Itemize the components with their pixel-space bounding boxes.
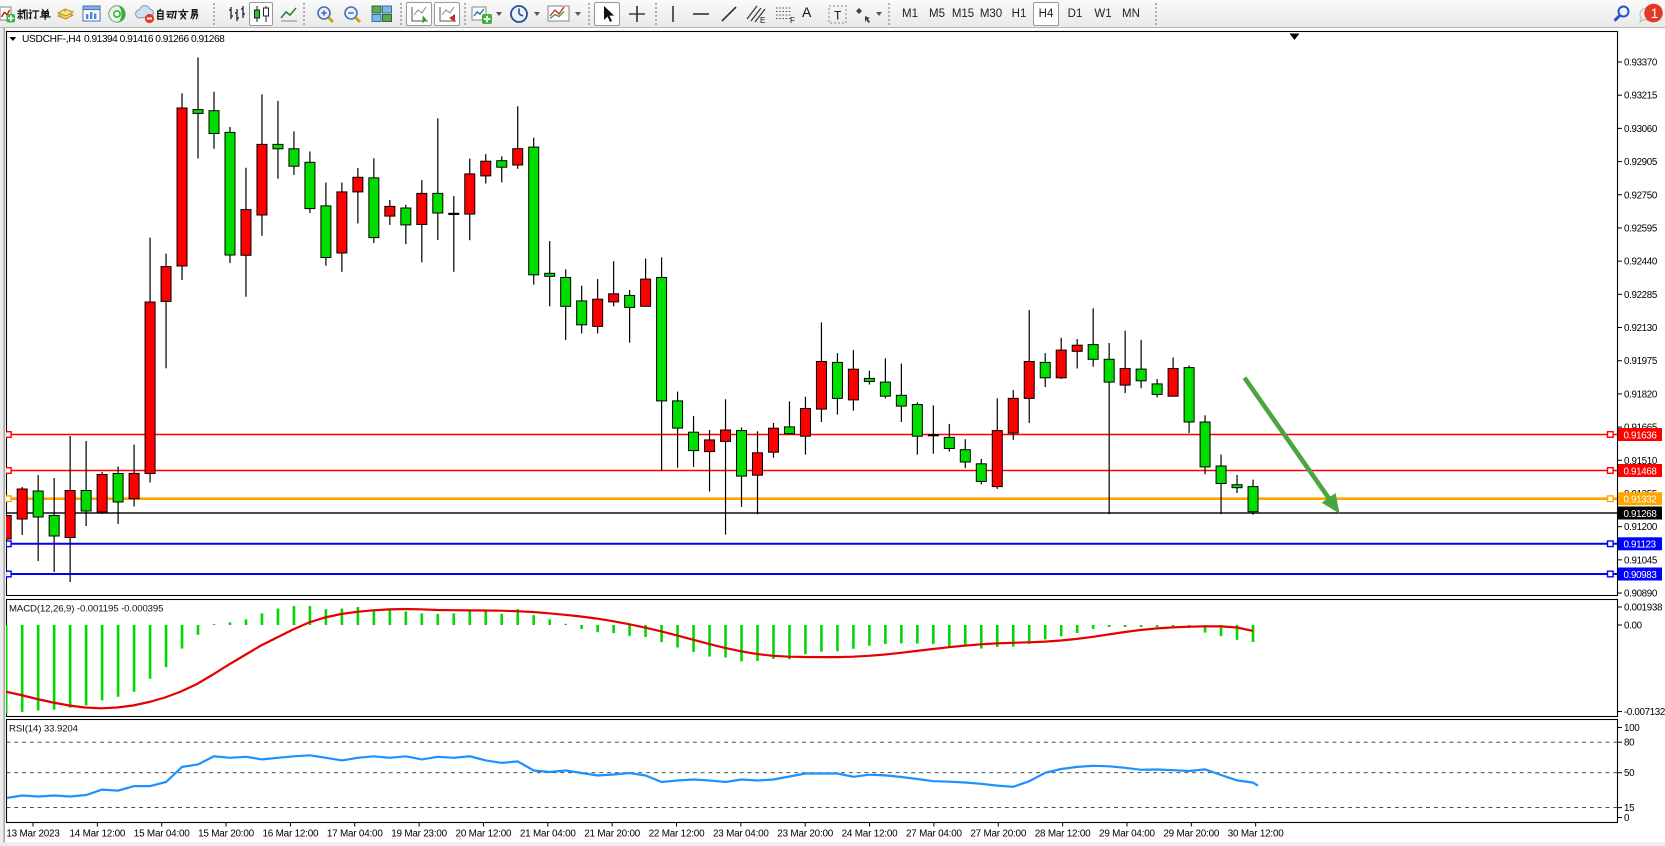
svg-text:29 Mar 20:00: 29 Mar 20:00 [1163,828,1219,839]
svg-text:0.93060: 0.93060 [1624,124,1658,135]
svg-text:21 Mar 04:00: 21 Mar 04:00 [520,828,576,839]
svg-text:15 Mar 04:00: 15 Mar 04:00 [134,828,190,839]
svg-text:0.92440: 0.92440 [1624,257,1658,268]
svg-text:100: 100 [1624,723,1640,734]
svg-text:15: 15 [1624,803,1635,814]
svg-text:0.90890: 0.90890 [1624,589,1658,600]
svg-text:0.91332: 0.91332 [1624,495,1657,506]
svg-text:23 Mar 20:00: 23 Mar 20:00 [777,828,833,839]
svg-text:15 Mar 20:00: 15 Mar 20:00 [198,828,254,839]
svg-text:0.92750: 0.92750 [1624,190,1658,201]
svg-text:0.92285: 0.92285 [1624,290,1658,301]
svg-text:27 Mar 20:00: 27 Mar 20:00 [970,828,1026,839]
svg-text:0.93215: 0.93215 [1624,91,1658,102]
svg-text:T: T [834,9,842,23]
svg-text:14 Mar 12:00: 14 Mar 12:00 [69,828,125,839]
svg-text:F: F [790,16,795,25]
svg-text:0: 0 [1624,813,1630,824]
svg-text:0.91510: 0.91510 [1624,456,1658,467]
svg-text:0.90983: 0.90983 [1624,570,1658,581]
svg-text:80: 80 [1624,738,1635,749]
svg-text:21 Mar 20:00: 21 Mar 20:00 [584,828,640,839]
svg-text:24 Mar 12:00: 24 Mar 12:00 [842,828,898,839]
svg-text:0.91045: 0.91045 [1624,555,1658,566]
svg-text:0.91636: 0.91636 [1624,430,1658,441]
svg-text:20 Mar 12:00: 20 Mar 12:00 [456,828,512,839]
svg-text:0.91200: 0.91200 [1624,522,1658,533]
svg-text:0.91468: 0.91468 [1624,466,1658,477]
svg-text:28 Mar 12:00: 28 Mar 12:00 [1035,828,1091,839]
svg-text:0.91268: 0.91268 [1624,509,1658,520]
svg-text:0.001938: 0.001938 [1624,603,1663,614]
svg-text:30 Mar 12:00: 30 Mar 12:00 [1228,828,1284,839]
svg-text:13 Mar 2023: 13 Mar 2023 [6,828,60,839]
svg-text:USDCHF-,H4: USDCHF-,H4 [22,34,81,45]
svg-text:0.91820: 0.91820 [1624,389,1658,400]
svg-text:19 Mar 23:00: 19 Mar 23:00 [391,828,447,839]
svg-text:0.92130: 0.92130 [1624,323,1658,334]
svg-text:16 Mar 12:00: 16 Mar 12:00 [263,828,319,839]
svg-text:27 Mar 04:00: 27 Mar 04:00 [906,828,962,839]
svg-text:-0.007132: -0.007132 [1624,707,1665,718]
svg-text:1: 1 [1651,6,1659,21]
svg-text:0.00: 0.00 [1624,621,1643,632]
svg-text:MACD(12,26,9) -0.001195 -0.000: MACD(12,26,9) -0.001195 -0.000395 [9,604,163,615]
svg-text:50: 50 [1624,768,1635,779]
svg-text:17 Mar 04:00: 17 Mar 04:00 [327,828,383,839]
svg-text:29 Mar 04:00: 29 Mar 04:00 [1099,828,1155,839]
svg-text:0.91975: 0.91975 [1624,356,1658,367]
svg-text:RSI(14) 33.9204: RSI(14) 33.9204 [9,724,79,735]
svg-text:0.91394 0.91416 0.91266 0.9126: 0.91394 0.91416 0.91266 0.91268 [84,34,225,45]
svg-text:0.91123: 0.91123 [1624,540,1657,551]
svg-text:0.92595: 0.92595 [1624,223,1658,234]
svg-text:23 Mar 04:00: 23 Mar 04:00 [713,828,769,839]
svg-text:0.92905: 0.92905 [1624,157,1658,168]
svg-text:0.93370: 0.93370 [1624,58,1658,69]
svg-text:E: E [760,16,765,25]
svg-text:22 Mar 12:00: 22 Mar 12:00 [649,828,705,839]
